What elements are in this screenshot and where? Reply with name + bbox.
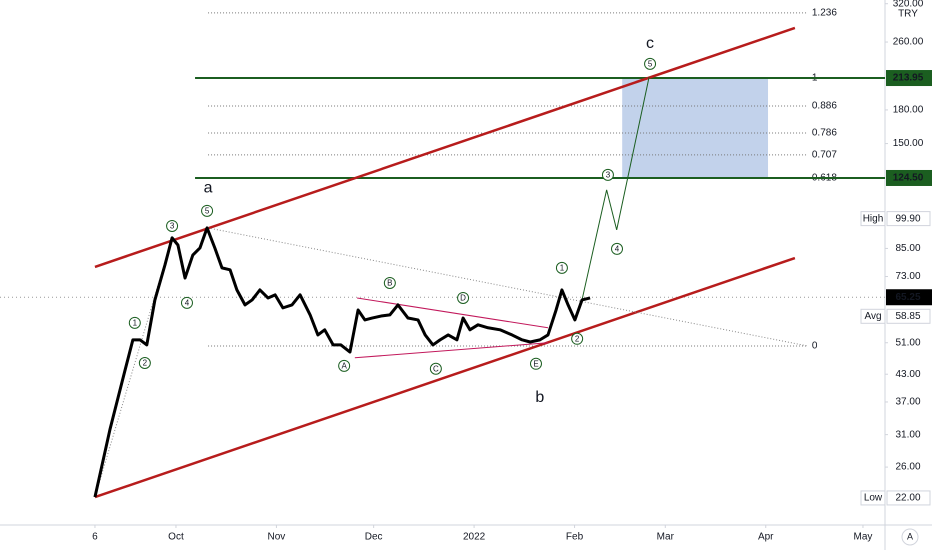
wave-label: a [204, 179, 213, 196]
stat-value: 22.00 [895, 493, 920, 504]
trend-line [354, 342, 549, 359]
wave-circle [338, 359, 351, 372]
wave-circle [128, 316, 141, 329]
wave-label: 4 [185, 298, 190, 307]
stat-value: 99.90 [895, 213, 920, 224]
wave-label: 4 [615, 244, 620, 253]
x-tick-label: Feb [566, 532, 584, 543]
wave-circle [201, 204, 214, 217]
wave-circle [429, 362, 442, 375]
x-tick-label: Nov [268, 532, 286, 543]
wave-circle [383, 276, 396, 289]
stat-name: Avg [864, 311, 881, 322]
trend-line [357, 297, 549, 329]
fib-label: 0 [812, 341, 818, 352]
wave-label: D [460, 294, 466, 303]
x-tick-label: Oct [168, 532, 184, 543]
price-badge-label: 65.25 [895, 292, 920, 303]
y-tick-label: 150.00 [893, 138, 924, 149]
y-tick-label: 260.00 [893, 37, 924, 48]
x-tick-label: 6 [92, 532, 98, 543]
wave-label: 3 [606, 170, 611, 179]
stat-name: High [863, 213, 884, 224]
y-tick-label: 85.00 [895, 243, 920, 254]
trend-line [581, 77, 650, 301]
price-badge-label: 213.95 [893, 73, 924, 84]
wave-circle [571, 332, 584, 345]
wave-label: 5 [648, 59, 653, 68]
wave-circle [180, 296, 193, 309]
fib-label: 0.707 [812, 150, 837, 161]
stat-name: Low [864, 493, 883, 504]
wave-label: 2 [575, 334, 580, 343]
x-tick-label: Mar [657, 532, 675, 543]
wave-circle [611, 242, 624, 255]
x-tick-label: 2022 [463, 532, 486, 543]
wave-circle [457, 291, 470, 304]
x-tick-label: May [854, 532, 873, 543]
wave-label: 5 [205, 206, 210, 215]
price-badge [886, 70, 932, 87]
trend-line [207, 227, 808, 347]
wave-label: C [433, 364, 439, 373]
fib-label: 0.786 [812, 128, 837, 139]
price-badge [886, 169, 932, 186]
y-tick-label: 73.00 [895, 271, 920, 282]
stat-badge [860, 490, 886, 506]
stat-value-box [886, 490, 931, 506]
stat-badge [860, 308, 886, 324]
y-tick-label: 31.00 [895, 429, 920, 440]
wave-circle [644, 57, 657, 70]
stat-badge [860, 211, 886, 227]
y-tick-label: 26.00 [895, 462, 920, 473]
wave-label: c [646, 35, 654, 52]
wave-circle [138, 356, 151, 369]
wave-circle [529, 357, 542, 370]
wave-label: E [533, 359, 538, 368]
auto-scale-label: A [907, 531, 913, 541]
price-badge [886, 289, 932, 306]
y-tick-label: 51.00 [895, 337, 920, 348]
y-tick-label: 37.00 [895, 397, 920, 408]
y-tick-label: 43.00 [895, 369, 920, 380]
y-tick-label: 320.00 [893, 0, 924, 9]
wave-label: B [387, 279, 392, 288]
target-zone [622, 78, 769, 178]
stat-value: 58.85 [895, 311, 920, 322]
y-tick-label: 180.00 [893, 105, 924, 116]
x-tick-label: Apr [758, 532, 774, 543]
currency: TRY [898, 9, 918, 20]
price-badge-label: 124.50 [893, 173, 924, 184]
auto-scale-button[interactable] [901, 528, 919, 546]
price-axis-panel [885, 0, 932, 550]
price-line [93, 226, 591, 498]
stat-value-box [886, 211, 931, 227]
wave-label: 1 [560, 263, 565, 272]
plot-area: 1.23610.8860.7860.7070.618012345ABCDE123… [0, 8, 885, 499]
wave-label: b [535, 389, 544, 406]
x-tick-label: Dec [365, 532, 383, 543]
wave-circle [555, 261, 568, 274]
wave-circle [166, 219, 179, 232]
wave-label: 1 [133, 318, 138, 327]
wave-label: 3 [170, 222, 175, 231]
fib-label: 1.236 [812, 8, 837, 19]
wave-label: A [341, 361, 347, 370]
stat-value-box [886, 308, 931, 324]
wave-label: 2 [143, 359, 148, 368]
wave-circle [601, 168, 614, 181]
fib-label: 0.886 [812, 101, 837, 112]
trend-line [94, 26, 796, 269]
trend-line [94, 256, 796, 499]
